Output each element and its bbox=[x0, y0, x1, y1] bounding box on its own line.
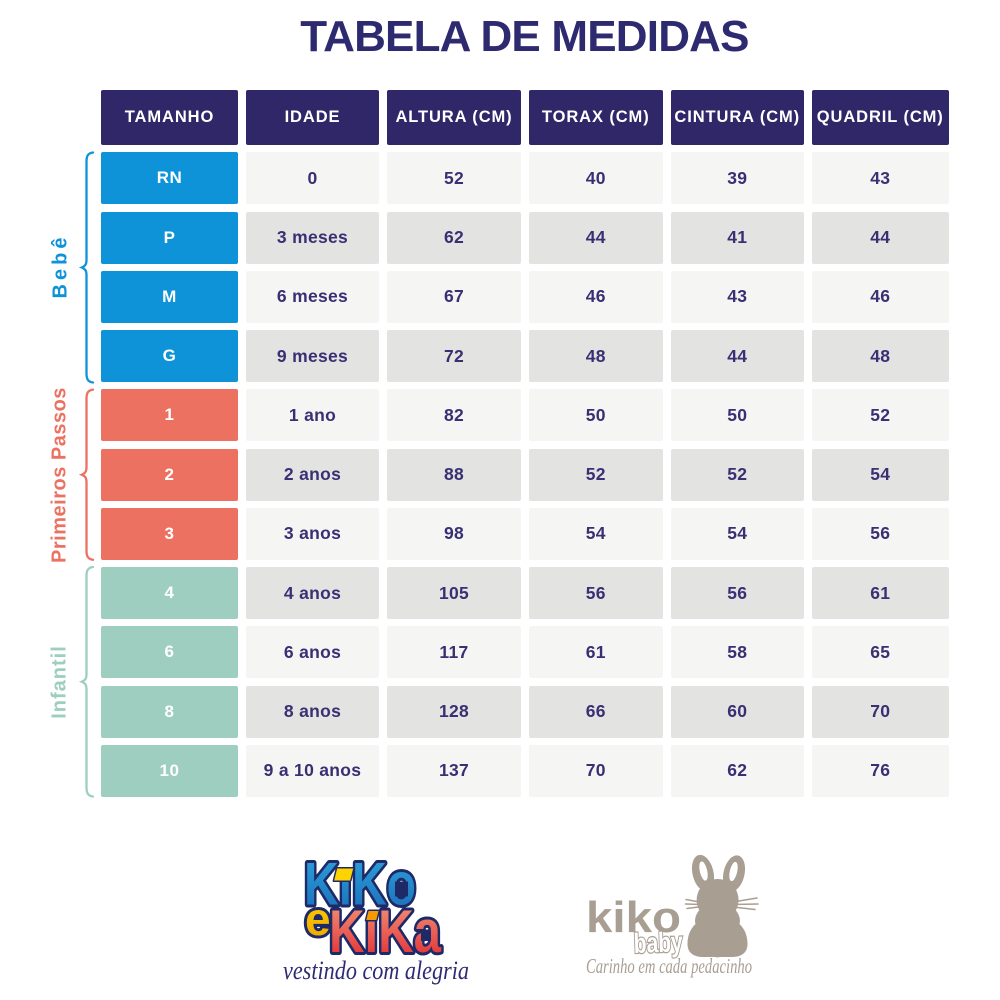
svg-text:baby: baby bbox=[633, 926, 683, 959]
svg-text:kiko: kiko bbox=[586, 893, 681, 942]
svg-text:e: e bbox=[305, 893, 331, 945]
svg-text:vestindo com alegria: vestindo com alegria bbox=[283, 956, 469, 985]
svg-text:Carinho em cada pedacinho: Carinho em cada pedacinho bbox=[586, 954, 752, 978]
